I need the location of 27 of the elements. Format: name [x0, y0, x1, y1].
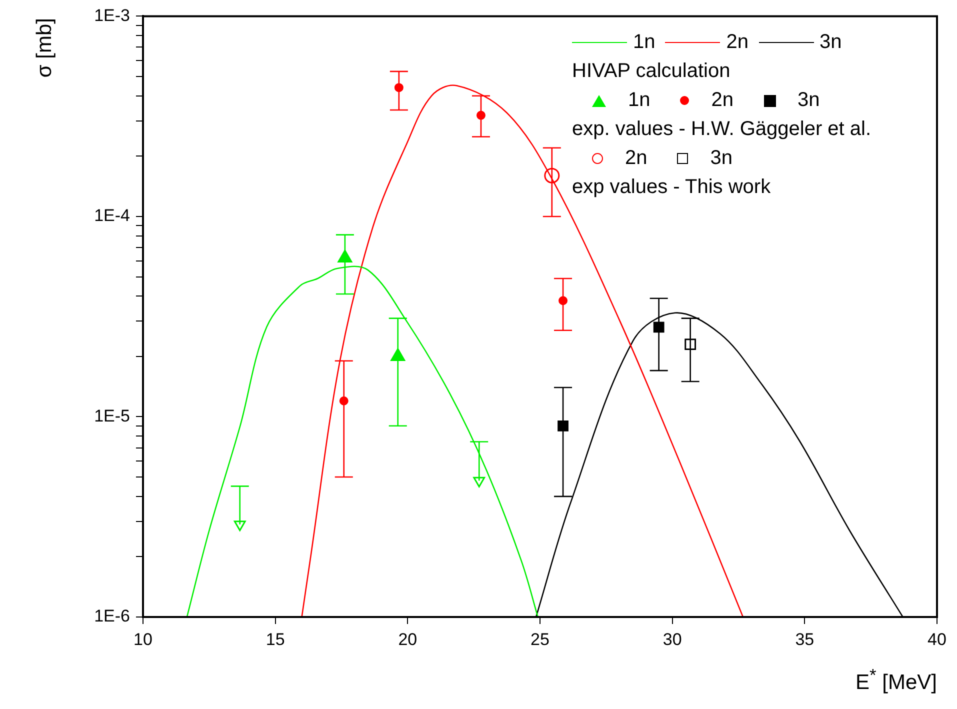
legend-label: 3n [709, 147, 732, 169]
legend-label: 2n [725, 31, 748, 53]
x-tick-label: 30 [662, 630, 682, 649]
x-tick-label: 35 [795, 630, 814, 649]
legend-label: 1n [632, 31, 656, 53]
x-tick-label: 10 [134, 630, 152, 649]
legend-label: 2n [710, 89, 734, 111]
x-tick-label: 15 [266, 630, 285, 649]
annotation: exp. values - H.W. Gäggeler et al. [572, 117, 872, 142]
y-axis-title: σ [mb] [32, 18, 57, 78]
point [473, 476, 486, 488]
point [558, 420, 568, 432]
y-tick-label: 1E-4 [94, 206, 130, 226]
x-tick-label: 40 [928, 630, 946, 649]
legend-label: 3n [818, 31, 842, 53]
legend-label: 3n [796, 89, 820, 111]
legend-label: 2n [624, 147, 648, 169]
y-tick-label: 1E-6 [94, 606, 130, 626]
y-tick-label: 1E-5 [94, 406, 130, 426]
legend-label: 1n [627, 89, 650, 111]
x-tick-label: 20 [398, 630, 418, 649]
x-tick-label: 25 [530, 630, 550, 649]
annotation: HIVAP calculation [572, 59, 732, 84]
x-axis-title: E$^{*}$ [MeV] [855, 664, 937, 696]
point [234, 520, 246, 532]
annotation: exp values - This work [572, 175, 772, 200]
y-tick-label: 1E-3 [94, 6, 130, 25]
